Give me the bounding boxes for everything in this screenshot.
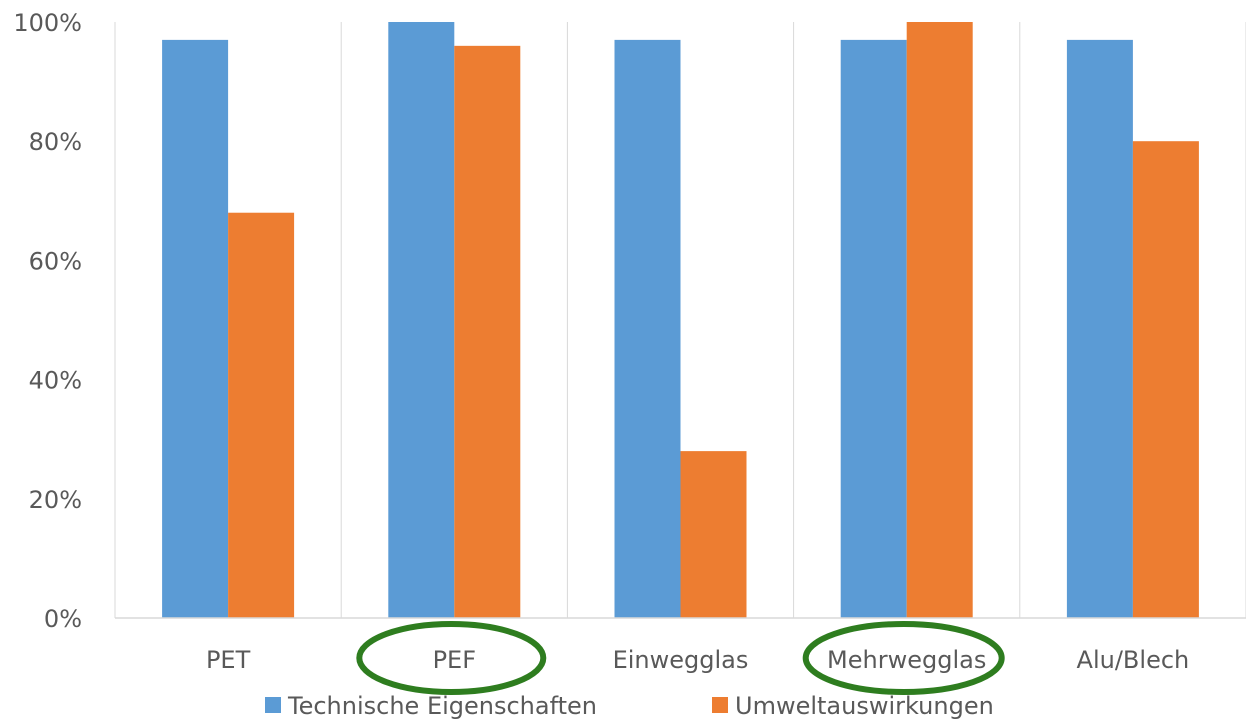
y-tick-label: 0% — [44, 605, 82, 633]
bar-technische-pet — [162, 39, 229, 618]
bar-technische-einwegglas — [614, 39, 681, 618]
bar-technische-alu-blech — [1066, 39, 1133, 618]
y-tick-label: 20% — [29, 486, 82, 514]
bar-umwelt-alu-blech — [1132, 141, 1199, 618]
y-axis-tick-labels: 0% 20% 40% 60% 80% 100% — [13, 9, 82, 633]
highlight-ellipse — [356, 621, 547, 695]
category-label: PEF — [433, 646, 476, 674]
y-tick-label: 100% — [13, 9, 82, 37]
bar-technische-mehrwegglas — [840, 39, 907, 618]
grid-lines — [114, 22, 1246, 618]
bar-umwelt-mehrwegglas — [906, 22, 973, 618]
legend-swatch — [265, 697, 281, 713]
category-label: PET — [206, 646, 251, 674]
bar-technische-pef — [388, 22, 455, 618]
y-tick-label: 80% — [29, 128, 82, 156]
legend: Technische Eigenschaften Umweltauswirkung… — [265, 692, 994, 720]
legend-swatch — [712, 697, 728, 713]
x-axis-category-labels: PET PEF Einwegglas Mehrwegglas Alu/Blech — [206, 646, 1189, 674]
category-label: Einwegglas — [613, 646, 749, 674]
highlight-annotations — [356, 621, 1005, 695]
y-tick-label: 60% — [29, 247, 82, 275]
bar-umwelt-pef — [454, 45, 521, 618]
bars — [162, 22, 1199, 618]
legend-label: Umweltauswirkungen — [735, 692, 994, 720]
legend-label: Technische Eigenschaften — [287, 692, 597, 720]
bar-umwelt-einwegglas — [680, 451, 747, 618]
category-label: Mehrwegglas — [827, 646, 986, 674]
category-label: Alu/Blech — [1077, 646, 1190, 674]
highlight-ellipse — [802, 621, 1005, 695]
y-tick-label: 40% — [29, 367, 82, 395]
bar-umwelt-pet — [228, 212, 295, 618]
